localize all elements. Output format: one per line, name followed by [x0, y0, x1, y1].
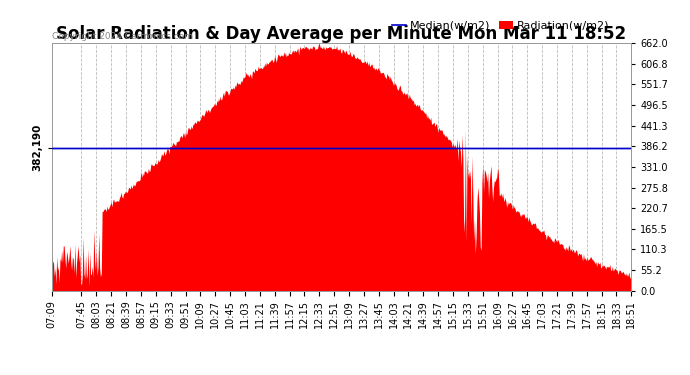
- Title: Solar Radiation & Day Average per Minute Mon Mar 11 18:52: Solar Radiation & Day Average per Minute…: [57, 25, 627, 43]
- Text: Copyright 2024 Cartronics.com: Copyright 2024 Cartronics.com: [52, 32, 193, 41]
- Legend: Median(w/m2), Radiation(w/m2): Median(w/m2), Radiation(w/m2): [388, 16, 614, 35]
